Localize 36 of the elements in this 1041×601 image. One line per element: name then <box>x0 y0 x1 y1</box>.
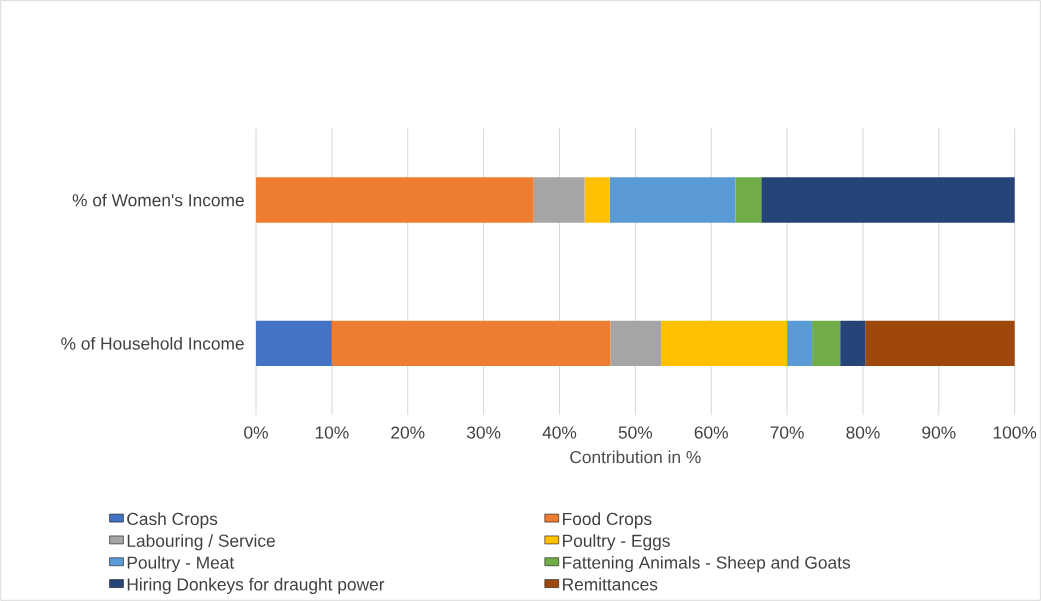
legend-label: Poultry - Eggs <box>563 534 670 551</box>
legend-label: Fattening Animals - Sheep and Goats <box>563 555 851 573</box>
bar <box>610 320 662 366</box>
x-tick-label: 70% <box>770 426 804 439</box>
bar <box>609 177 736 223</box>
bar <box>735 177 762 223</box>
x-tick-label: 90% <box>922 426 956 439</box>
x-tick-label: 100% <box>993 426 1037 439</box>
y-tick-label: % of Household Income <box>61 336 244 350</box>
bar <box>787 320 813 366</box>
x-tick-label: 60% <box>694 426 728 439</box>
x-tick-label: 20% <box>391 426 425 439</box>
legend-label: Cash Crops <box>127 512 218 529</box>
x-tick-label: 50% <box>618 426 653 439</box>
legend-label: Remittances <box>563 577 658 591</box>
legend-label: Food Crops <box>563 512 652 529</box>
bar <box>533 177 585 223</box>
bar <box>256 320 332 366</box>
legend-label: Labouring / Service <box>127 534 275 551</box>
bar <box>584 177 610 223</box>
legend-label: Hiring Donkeys for draught power <box>127 577 385 594</box>
bar <box>661 320 788 366</box>
legend-label: Poultry - Meat <box>127 555 235 573</box>
x-tick-label: 80% <box>846 426 880 439</box>
bar <box>256 177 534 223</box>
x-tick-label: 30% <box>466 426 501 439</box>
bar <box>840 320 866 366</box>
y-tick-label: % of Women's Income <box>72 193 244 207</box>
bar <box>865 320 1015 366</box>
x-tick-label: 0% <box>244 426 268 439</box>
x-tick-label: 10% <box>315 426 349 439</box>
bar <box>812 320 841 366</box>
x-tick-label: 40% <box>542 426 577 439</box>
bar <box>761 177 1015 223</box>
bar <box>331 320 611 366</box>
x-axis-title: Contribution in % <box>570 450 701 464</box>
